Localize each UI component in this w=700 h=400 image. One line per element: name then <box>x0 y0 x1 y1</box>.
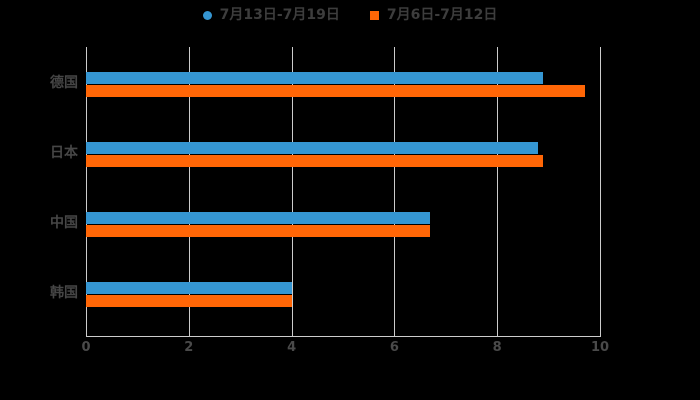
x-axis-line <box>86 336 601 337</box>
legend-label-week2: 7月13日-7月19日 <box>219 7 340 23</box>
x-tick-label-0: 0 <box>81 340 91 355</box>
legend-item-week1[interactable]: 7月6日-7月12日 <box>369 4 498 26</box>
legend: 7月13日-7月19日 7月6日-7月12日 <box>0 4 700 26</box>
gridline-x-4 <box>291 47 293 336</box>
bar-韩国-week1[interactable] <box>86 294 292 307</box>
y-axis-label-日本: 日本 <box>50 145 78 161</box>
plot-area <box>86 47 601 336</box>
x-tick-label-10: 10 <box>590 340 610 355</box>
series-week1-square-icon <box>369 10 379 20</box>
bar-日本-week1[interactable] <box>86 154 544 167</box>
gridline-x-0 <box>86 47 87 336</box>
y-axis-label-韩国: 韩国 <box>50 285 78 301</box>
legend-item-week2[interactable]: 7月13日-7月19日 <box>202 4 340 26</box>
x-tick-label-4: 4 <box>287 340 297 355</box>
bar-德国-week2[interactable] <box>86 71 544 84</box>
x-tick-label-8: 8 <box>492 340 502 355</box>
x-tick-label-6: 6 <box>389 340 399 355</box>
gridline-x-8 <box>497 47 499 336</box>
y-axis-label-中国: 中国 <box>50 215 78 231</box>
gridline-x-6 <box>394 47 396 336</box>
series-week2-circle-icon <box>202 10 212 20</box>
gridline-x-2 <box>188 47 190 336</box>
x-tick-label-2: 2 <box>184 340 194 355</box>
gridline-x-10 <box>600 47 601 336</box>
y-axis-label-德国: 德国 <box>50 75 78 91</box>
bar-韩国-week2[interactable] <box>86 281 292 294</box>
bar-德国-week1[interactable] <box>86 84 585 97</box>
bar-中国-week2[interactable] <box>86 211 431 224</box>
legend-label-week1: 7月6日-7月12日 <box>386 7 498 23</box>
bar-日本-week2[interactable] <box>86 141 539 154</box>
bar-中国-week1[interactable] <box>86 224 431 237</box>
